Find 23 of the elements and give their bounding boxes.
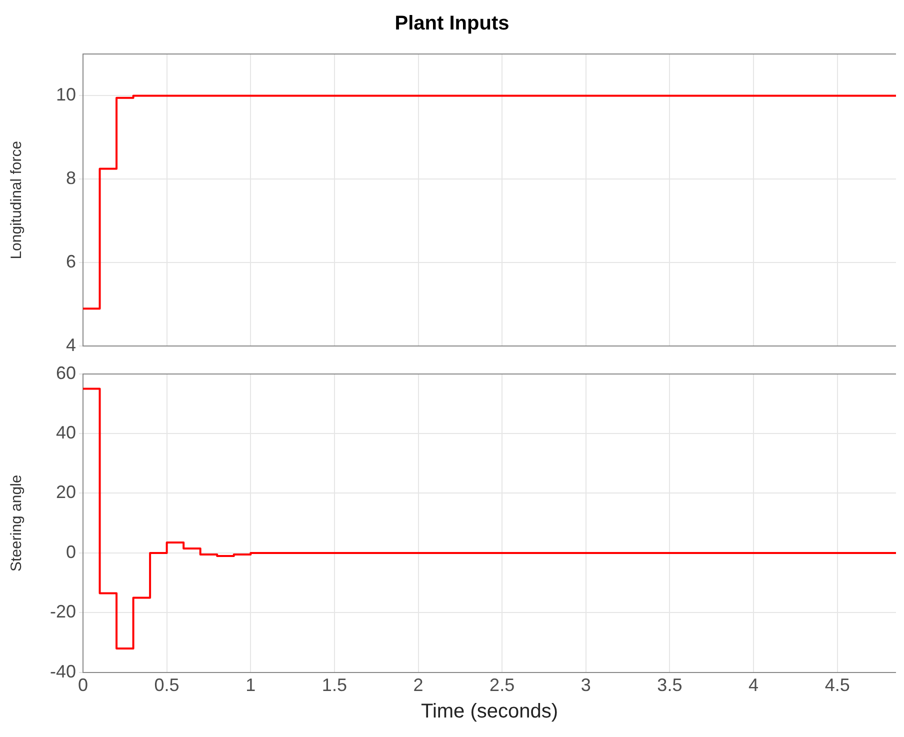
y-tick-label: 10 bbox=[56, 84, 76, 105]
x-tick-label: 3 bbox=[580, 675, 591, 696]
y-tick-label: 6 bbox=[66, 252, 76, 272]
x-tick-label: 1 bbox=[246, 675, 256, 696]
y-tick-label: 0 bbox=[66, 542, 76, 562]
x-tick-label: 0.5 bbox=[154, 675, 180, 696]
chart-title: Plant Inputs bbox=[394, 12, 510, 35]
y-tick-label: 40 bbox=[56, 422, 76, 442]
x-tick-label: 2.5 bbox=[490, 675, 515, 696]
x-tick-label: 1.5 bbox=[322, 675, 347, 696]
y-axis-title: Steering angle bbox=[8, 474, 26, 572]
y-tick-label: 8 bbox=[66, 168, 76, 188]
y-tick-label: -40 bbox=[50, 661, 76, 682]
y-tick-label: 60 bbox=[56, 362, 76, 383]
x-tick-label: 3.5 bbox=[657, 675, 682, 696]
x-tick-label: 4 bbox=[748, 675, 759, 696]
y-tick-label: 20 bbox=[56, 482, 76, 502]
y-tick-label: -20 bbox=[50, 602, 76, 622]
y-tick-label: 4 bbox=[66, 335, 76, 356]
y-axis-title: Longitudinal force bbox=[8, 140, 26, 260]
x-axis-title: Time (seconds) bbox=[420, 700, 558, 723]
x-tick-label: 2 bbox=[413, 675, 424, 696]
x-tick-label: 4.5 bbox=[824, 675, 850, 696]
